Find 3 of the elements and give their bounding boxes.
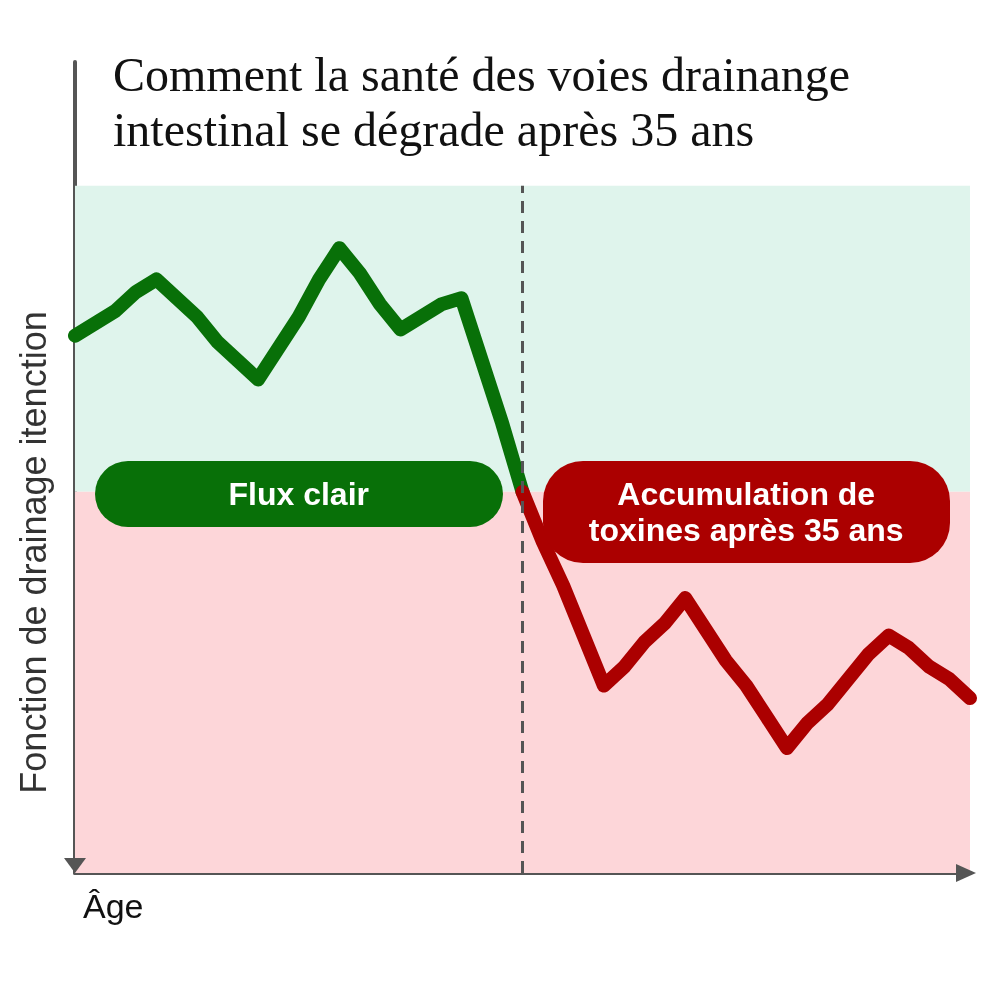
chart-title: Comment la santé des voies drainange intestinal se dégrade après 35 ans [113, 48, 863, 156]
x-axis-title: Âge [83, 887, 144, 925]
y-axis-title: Fonction de drainage itenction [12, 311, 54, 794]
